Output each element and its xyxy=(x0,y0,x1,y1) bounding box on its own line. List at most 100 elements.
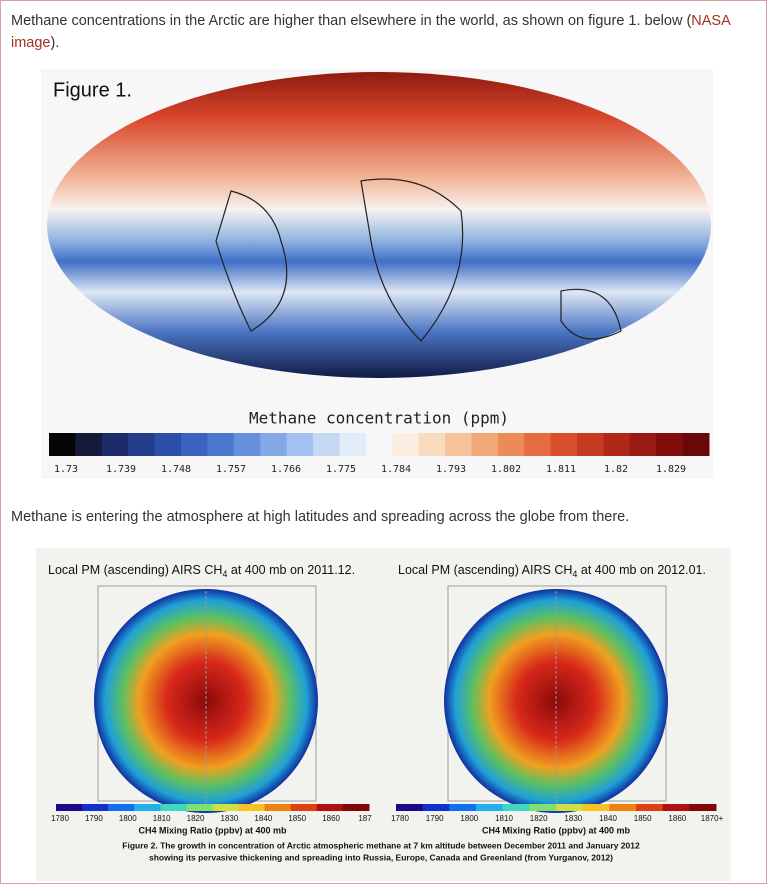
color-swatch xyxy=(582,804,610,811)
color-swatch xyxy=(286,433,314,456)
color-swatch xyxy=(471,433,499,456)
color-swatch xyxy=(342,804,370,811)
color-swatch xyxy=(449,804,477,811)
color-swatch xyxy=(134,804,161,811)
colorbar-tick-label: 1810 xyxy=(153,814,171,823)
title-text: at 400 mb on 2011.12. xyxy=(227,563,355,577)
panel: Local PM (ascending) AIRS CH4 at 400 mb … xyxy=(48,563,372,835)
color-swatch xyxy=(128,433,156,456)
color-swatch xyxy=(56,804,83,811)
color-swatch xyxy=(233,433,261,456)
color-swatch xyxy=(365,433,393,456)
text: ). xyxy=(50,35,60,51)
coastlines xyxy=(215,178,622,342)
title-text: Local PM (ascending) AIRS CH xyxy=(48,563,222,577)
color-swatch xyxy=(316,804,344,811)
color-swatch xyxy=(418,433,446,456)
colorbar-tick-label: 1.829 xyxy=(656,464,686,475)
color-swatch xyxy=(82,804,109,811)
caption: Figure 2. The growth in concentration of… xyxy=(122,840,640,850)
colorbar-tick-label: 1830 xyxy=(221,814,239,823)
colorbar-tick-label: 1860 xyxy=(322,814,340,823)
color-swatch xyxy=(260,433,288,456)
color-swatch xyxy=(603,433,631,456)
colorbar-tick-label: 1790 xyxy=(85,814,103,823)
colorbar-tick-label: 1.766 xyxy=(271,464,301,475)
colorbar-tick-label: 1800 xyxy=(119,814,137,823)
color-swatch xyxy=(212,804,240,811)
title-subscript: 4 xyxy=(572,569,577,579)
color-swatch xyxy=(392,433,420,456)
paragraph: Methane concentrations in the Arctic are… xyxy=(11,10,751,54)
color-swatch xyxy=(422,804,450,811)
color-swatch xyxy=(154,433,182,456)
color-swatch xyxy=(108,804,135,811)
title-text: Local PM (ascending) AIRS CH xyxy=(398,563,572,577)
color-swatch xyxy=(662,804,690,811)
colorbar-title: CH4 Mixing Ratio (ppbv) at 400 mb xyxy=(482,825,631,835)
colorbar-tick-label: 187 xyxy=(358,814,372,823)
colorbar-tick-label: 1.739 xyxy=(106,464,136,475)
colorbar-tick-label: 1.73 xyxy=(54,464,78,475)
color-swatch xyxy=(476,804,504,811)
color-swatch xyxy=(529,804,557,811)
colorbar-tick-label: 1820 xyxy=(187,814,205,823)
color-swatch xyxy=(445,433,472,456)
color-swatch xyxy=(313,433,340,456)
colorbar-tick-label: 1850 xyxy=(634,814,652,823)
color-swatch xyxy=(186,804,213,811)
text: Methane concentrations in the Arctic are… xyxy=(11,13,692,29)
colorbar-tick-label: 1.784 xyxy=(381,464,411,475)
colorbar-tick-label: 1.757 xyxy=(216,464,246,475)
color-swatch xyxy=(238,804,266,811)
colorbar-tick-label: 1.775 xyxy=(326,464,356,475)
colorbar-title: CH4 Mixing Ratio (ppbv) at 400 mb xyxy=(138,825,287,835)
colorbar-tick-label: 1800 xyxy=(460,814,478,823)
color-swatch xyxy=(264,804,292,811)
colorbar: 1.73 1.739 1.748 1.757 1.766 1.775 1.784 1.793 1… xyxy=(49,433,710,475)
color-swatch xyxy=(656,433,684,456)
color-swatch xyxy=(682,433,710,456)
color-swatch xyxy=(550,433,578,456)
colorbar-tick-label: 1.802 xyxy=(491,464,521,475)
figure-label: Figure 1. xyxy=(53,79,132,101)
colorbar-tick-label: 1780 xyxy=(51,814,69,823)
link[interactable]: NASA image xyxy=(11,13,730,51)
color-swatch xyxy=(689,804,717,811)
color-swatch xyxy=(290,804,318,811)
color-swatch xyxy=(556,804,584,811)
colorbar-tick-label: 1820 xyxy=(530,814,548,823)
title-text: at 400 mb on 2012.01. xyxy=(577,563,706,577)
colorbar-tick-label: 1850 xyxy=(288,814,306,823)
colorbar-tick-label: 1.748 xyxy=(161,464,191,475)
color-swatch xyxy=(524,433,552,456)
colorbar-tick-label: 1.811 xyxy=(546,464,576,475)
color-swatch xyxy=(636,804,664,811)
colorbar-tick-label: 1810 xyxy=(495,814,513,823)
color-swatch xyxy=(49,433,76,456)
colorbar-tick-label: 1.793 xyxy=(436,464,466,475)
color-swatch xyxy=(497,433,525,456)
colorbar-tick-label: 1830 xyxy=(564,814,582,823)
color-swatch xyxy=(160,804,187,811)
color-swatch xyxy=(101,433,129,456)
color-swatch xyxy=(502,804,530,811)
color-swatch xyxy=(181,433,208,456)
panel: Local PM (ascending) AIRS CH4 at 400 mb … xyxy=(391,563,723,835)
methane-map xyxy=(47,72,711,378)
color-swatch xyxy=(75,433,103,456)
color-swatch xyxy=(577,433,604,456)
color-swatch xyxy=(629,433,657,456)
panel-title: Local PM (ascending) AIRS CH4 at 400 mb … xyxy=(48,563,355,579)
colorbar-tick-label: 1.82 xyxy=(604,464,628,475)
color-swatch xyxy=(339,433,367,456)
colorbar-title: Methane concentration (ppm) xyxy=(249,409,509,428)
color-swatch xyxy=(396,804,424,811)
colorbar-tick-label: 1840 xyxy=(254,814,272,823)
title-subscript: 4 xyxy=(222,569,227,579)
colorbar-tick-label: 1840 xyxy=(599,814,617,823)
colorbar-tick-label: 1870+ xyxy=(701,814,724,823)
colorbar-tick-label: 1780 xyxy=(391,814,409,823)
